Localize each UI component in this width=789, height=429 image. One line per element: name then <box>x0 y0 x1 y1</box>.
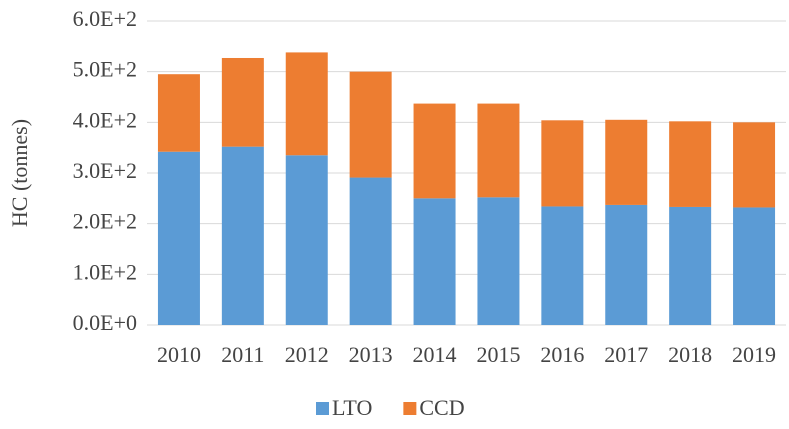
bar-segment <box>221 57 264 147</box>
legend-label: CCD <box>419 395 464 420</box>
x-tick-label: 2019 <box>732 342 776 367</box>
bar-segment <box>477 197 520 325</box>
y-tick-label: 4.0E+2 <box>73 107 137 132</box>
legend-swatch <box>316 402 329 415</box>
x-tick-label: 2015 <box>476 342 520 367</box>
legend-label: LTO <box>332 395 372 420</box>
legend-swatch <box>403 402 417 415</box>
bar-segment <box>541 206 584 325</box>
bar-segment <box>157 74 200 152</box>
bar-segment <box>605 119 648 205</box>
bar-segment <box>413 198 456 325</box>
x-tick-label: 2011 <box>221 342 264 367</box>
x-tick-label: 2014 <box>413 342 457 367</box>
y-axis-label: HC (tonnes) <box>7 119 32 227</box>
bar-segment <box>733 207 776 325</box>
bar-segment <box>349 177 392 325</box>
bar-segment <box>413 103 456 199</box>
bar-segment <box>669 121 712 207</box>
x-tick-label: 2013 <box>349 342 393 367</box>
bar-segment <box>605 204 648 325</box>
bar-segment <box>733 122 776 208</box>
bar-segment <box>221 146 264 325</box>
y-tick-label: 0.0E+0 <box>73 310 137 335</box>
bar-segment <box>157 151 200 325</box>
x-tick-label: 2012 <box>285 342 329 367</box>
bar-segment <box>541 120 584 207</box>
y-tick-label: 1.0E+2 <box>73 259 137 284</box>
y-tick-label: 3.0E+2 <box>73 158 137 183</box>
y-tick-label: 5.0E+2 <box>73 57 137 82</box>
x-tick-label: 2016 <box>540 342 584 367</box>
bar-segment <box>285 52 328 156</box>
bar-segment <box>477 103 520 198</box>
bar-segment <box>669 206 712 325</box>
y-tick-label: 2.0E+2 <box>73 209 137 234</box>
x-tick-label: 2017 <box>604 342 648 367</box>
x-tick-label: 2018 <box>668 342 712 367</box>
bar-segment <box>349 71 392 178</box>
x-tick-label: 2010 <box>157 342 201 367</box>
y-tick-label: 6.0E+2 <box>73 6 137 31</box>
bar-segment <box>285 155 328 325</box>
